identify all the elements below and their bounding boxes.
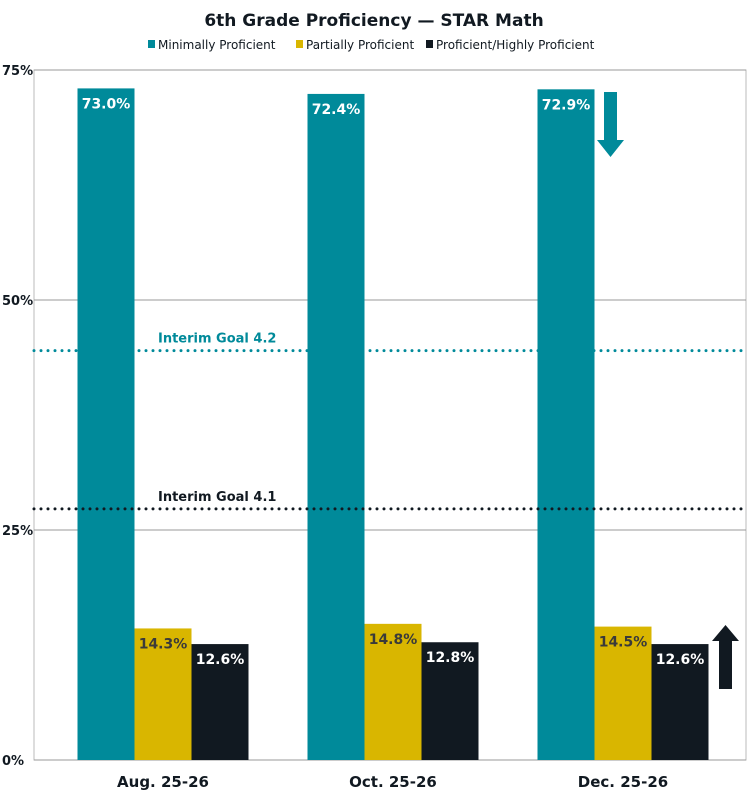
data-label: 14.5% (599, 635, 648, 651)
data-label: 72.4% (312, 102, 361, 118)
bar (134, 628, 192, 760)
bar (364, 623, 422, 760)
y-tick-label: 50% (2, 294, 33, 309)
data-label: 14.8% (369, 632, 418, 648)
data-label: 12.6% (196, 652, 245, 668)
data-label: 12.6% (656, 652, 705, 668)
legend-label: Minimally Proficient (158, 38, 276, 52)
legend-label: Proficient/Highly Proficient (436, 38, 595, 52)
annotations (597, 92, 739, 689)
data-label: 12.8% (426, 650, 475, 666)
bars: 73.0% 14.3% 12.6% 72.4% 14.8% 12.8% 72.9% 14.5%… (77, 88, 709, 761)
y-tick-label: 75% (2, 64, 33, 79)
x-axis: Aug. 25-26 Oct. 25-26 Dec. 25-26 (117, 773, 668, 791)
data-label: 73.0% (82, 96, 131, 112)
bar (594, 626, 652, 760)
arrow-down-icon (597, 92, 624, 157)
legend-swatch (426, 40, 433, 48)
data-label: 14.3% (139, 636, 188, 652)
y-axis: 0% 25% 50% 75% (2, 64, 33, 769)
bar (307, 93, 365, 761)
bar (651, 644, 709, 760)
data-label: 72.9% (542, 97, 591, 113)
x-tick-label: Dec. 25-26 (578, 773, 668, 791)
y-tick-label: 0% (2, 754, 24, 769)
bar (77, 88, 135, 760)
reference-line-label: Interim Goal 4.1 (158, 490, 276, 505)
chart-title: 6th Grade Proficiency — STAR Math (204, 11, 543, 31)
reference-line-label: Interim Goal 4.2 (158, 332, 276, 347)
arrow-up-icon (712, 625, 739, 689)
x-tick-label: Oct. 25-26 (349, 773, 437, 791)
legend-swatch (148, 40, 155, 48)
legend-swatch (296, 40, 303, 48)
bar (191, 644, 249, 760)
y-tick-label: 25% (2, 524, 33, 539)
bar (537, 89, 595, 760)
x-tick-label: Aug. 25-26 (117, 773, 209, 791)
reference-lines: Interim Goal 4.2 Interim Goal 4.1 (32, 332, 748, 511)
bar (421, 642, 479, 760)
legend-label: Partially Proficient (306, 38, 414, 52)
legend: Minimally Proficient Partially Proficient… (148, 38, 595, 52)
